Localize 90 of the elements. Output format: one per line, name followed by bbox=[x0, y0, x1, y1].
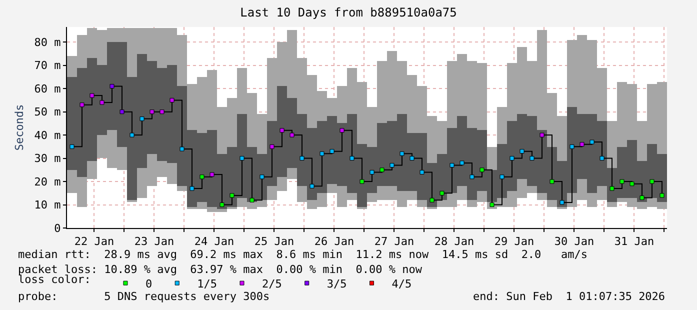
text: probe: 5 DNS requests every 300s bbox=[18, 290, 270, 303]
point bbox=[420, 170, 424, 174]
chart-title: Last 10 Days from b889510a0a75 bbox=[240, 6, 457, 20]
point bbox=[100, 100, 104, 105]
point bbox=[660, 193, 664, 198]
x-tick-label: 25 Jan bbox=[254, 235, 294, 248]
point bbox=[410, 156, 414, 161]
point bbox=[340, 128, 344, 133]
point bbox=[220, 202, 224, 208]
point bbox=[610, 186, 614, 191]
point bbox=[80, 102, 84, 108]
point bbox=[480, 168, 484, 172]
point bbox=[500, 174, 504, 180]
x-tick-label: 27 Jan bbox=[374, 235, 414, 248]
point bbox=[630, 182, 634, 186]
point bbox=[310, 184, 314, 188]
x-tick-label: 26 Jan bbox=[314, 235, 354, 248]
point bbox=[110, 84, 114, 88]
point bbox=[570, 144, 574, 149]
y-tick-label: 20 m bbox=[34, 175, 62, 188]
x-tick-label: 23 Jan bbox=[134, 235, 174, 248]
point bbox=[590, 140, 594, 144]
point bbox=[270, 144, 274, 149]
point bbox=[70, 144, 74, 149]
legend-label: 1/5 bbox=[197, 277, 217, 290]
y-tick-label: 0 bbox=[54, 222, 61, 235]
text: packet loss: 10.89 % avg 63.97 % max 0.00 % min 0.00 % now bbox=[18, 263, 422, 276]
x-tick-label: 28 Jan bbox=[434, 235, 474, 248]
point bbox=[380, 168, 384, 172]
point bbox=[490, 202, 494, 208]
text: median rtt: 28.9 ms avg 69.2 ms max 8.6 ms min 11.2 ms now 14.5 ms sd 2.0 am/s bbox=[18, 248, 588, 261]
point bbox=[460, 160, 464, 166]
point bbox=[280, 128, 284, 133]
point bbox=[450, 163, 454, 168]
point bbox=[320, 151, 324, 156]
point bbox=[300, 156, 304, 161]
point bbox=[390, 163, 394, 168]
y-tick-label: 60 m bbox=[34, 82, 62, 96]
point bbox=[180, 146, 184, 152]
point bbox=[160, 110, 164, 114]
legend-label: 3/5 bbox=[326, 277, 347, 290]
point bbox=[190, 186, 194, 191]
point bbox=[470, 174, 474, 180]
point bbox=[520, 149, 524, 154]
x-tick-label: 31 Jan bbox=[614, 235, 654, 248]
point bbox=[560, 200, 564, 205]
point bbox=[240, 156, 244, 161]
x-tick-label: 29 Jan bbox=[494, 235, 534, 248]
point bbox=[600, 156, 604, 161]
text: end: Sun Feb 1 01:07:35 2026 bbox=[473, 290, 666, 303]
y-tick-label: 50 m bbox=[34, 106, 62, 119]
point bbox=[640, 196, 644, 200]
point bbox=[290, 132, 294, 138]
legend-label: 2/5 bbox=[262, 277, 282, 290]
point bbox=[170, 98, 174, 102]
point bbox=[620, 179, 624, 184]
point bbox=[430, 198, 434, 202]
point bbox=[150, 110, 154, 114]
point bbox=[370, 170, 374, 174]
point bbox=[140, 116, 144, 122]
point bbox=[510, 156, 514, 161]
y-tick-label: 40 m bbox=[34, 128, 62, 142]
x-tick-label: 24 Jan bbox=[194, 235, 234, 248]
point bbox=[120, 110, 124, 114]
point bbox=[530, 156, 534, 161]
x-tick-label: 22 Jan bbox=[74, 235, 114, 248]
point bbox=[260, 174, 264, 180]
legend-label: 4/5 bbox=[392, 277, 412, 290]
y-tick-label: 30 m bbox=[34, 152, 62, 166]
point bbox=[540, 132, 544, 138]
point bbox=[650, 179, 654, 184]
point bbox=[440, 190, 444, 196]
point bbox=[130, 132, 134, 138]
point bbox=[250, 198, 254, 202]
y-tick-label: 80 m bbox=[34, 36, 62, 49]
point bbox=[580, 142, 584, 147]
point bbox=[400, 151, 404, 156]
y-tick-label: 70 m bbox=[34, 59, 62, 72]
y-tick-label: 10 m bbox=[34, 198, 62, 212]
point bbox=[550, 179, 554, 184]
point bbox=[210, 172, 214, 177]
point bbox=[200, 174, 204, 180]
x-tick-label: 30 Jan bbox=[554, 235, 594, 248]
point bbox=[350, 156, 354, 161]
point bbox=[360, 179, 364, 184]
point bbox=[90, 93, 94, 98]
legend-label: 0 bbox=[145, 277, 152, 290]
y-axis-title: Seconds bbox=[12, 104, 26, 151]
point bbox=[330, 149, 334, 154]
point bbox=[230, 193, 234, 198]
